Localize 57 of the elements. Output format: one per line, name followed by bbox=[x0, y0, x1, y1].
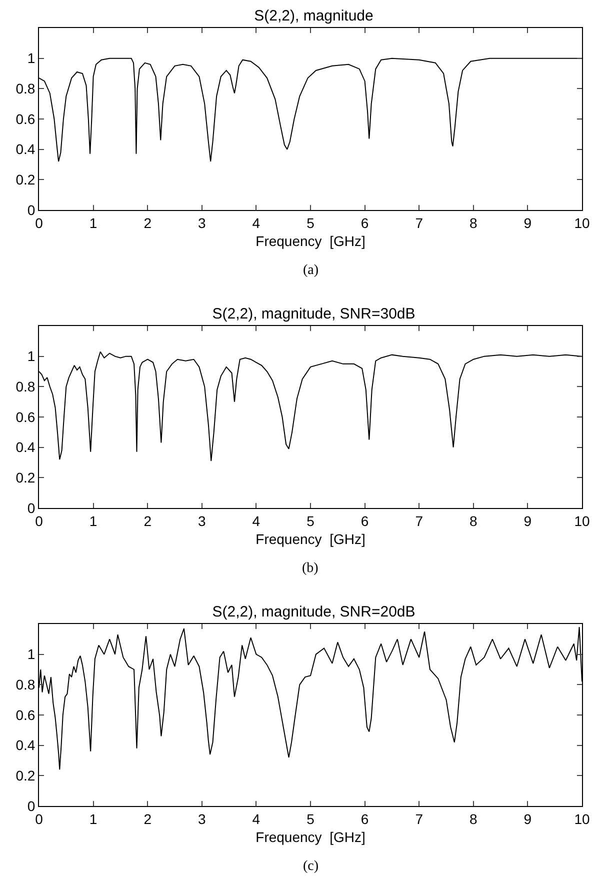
y-tick-label: 0.4 bbox=[16, 737, 36, 754]
x-tick-label: 4 bbox=[252, 214, 260, 231]
x-tick-label: 2 bbox=[144, 810, 152, 827]
y-tick-label: 0.6 bbox=[16, 110, 36, 127]
x-tick-label: 3 bbox=[198, 214, 206, 231]
y-tick-label: 0.6 bbox=[16, 408, 36, 425]
y-tick-label: 1 bbox=[27, 50, 36, 66]
x-tick-label: 9 bbox=[524, 214, 532, 231]
y-tick-label: 0.8 bbox=[16, 80, 36, 97]
x-tick-label: 4 bbox=[252, 810, 260, 827]
x-tick-label: 10 bbox=[574, 214, 590, 231]
x-tick-label: 3 bbox=[198, 810, 206, 827]
x-tick-label: 5 bbox=[306, 512, 315, 529]
x-tick-label: 6 bbox=[360, 810, 369, 827]
text: (a) bbox=[303, 263, 319, 278]
x-axis-title: Frequency [GHz] bbox=[256, 531, 366, 548]
chart-title: S(2,2), magnitude, SNR=20dB bbox=[212, 604, 416, 620]
y-tick-label: 0.2 bbox=[16, 470, 36, 486]
chart-title: S(2,2), magnitude, SNR=30dB bbox=[212, 306, 416, 322]
x-tick-label: 9 bbox=[524, 512, 532, 529]
x-tick-label: 2 bbox=[144, 214, 152, 231]
x-tick-label: 9 bbox=[524, 810, 532, 827]
x-tick-label: 1 bbox=[89, 810, 98, 827]
y-tick-label: 1 bbox=[27, 646, 36, 662]
x-tick-label: 6 bbox=[360, 214, 369, 231]
text: (b) bbox=[302, 561, 319, 576]
y-tick-label: 0.4 bbox=[16, 439, 36, 456]
y-tick-label: 0 bbox=[27, 798, 36, 814]
y-tick-label: 0.8 bbox=[16, 676, 36, 693]
x-tick-label: 7 bbox=[415, 214, 424, 231]
x-axis-title: Frequency [GHz] bbox=[256, 233, 366, 250]
x-tick-label: 6 bbox=[360, 512, 369, 529]
x-tick-label: 7 bbox=[415, 810, 424, 827]
x-tick-label: 1 bbox=[89, 214, 98, 231]
x-tick-label: 5 bbox=[306, 214, 315, 231]
x-tick-label: 2 bbox=[144, 512, 152, 529]
x-tick-label: 8 bbox=[470, 512, 478, 529]
y-tick-label: 0 bbox=[27, 202, 36, 218]
y-tick-label: 0.2 bbox=[16, 768, 36, 784]
x-tick-label: 1 bbox=[89, 512, 98, 529]
y-tick-label: 1 bbox=[27, 348, 36, 364]
y-tick-label: 0 bbox=[27, 500, 36, 516]
x-tick-label: 3 bbox=[198, 512, 206, 529]
chart-title: S(2,2), magnitude bbox=[254, 8, 374, 24]
x-tick-label: 7 bbox=[415, 512, 424, 529]
x-tick-label: 8 bbox=[470, 810, 478, 827]
x-tick-label: 10 bbox=[574, 810, 590, 827]
y-tick-label: 0.6 bbox=[16, 706, 36, 723]
text: (c) bbox=[303, 859, 319, 874]
y-tick-label: 0.2 bbox=[16, 172, 36, 188]
x-axis-title: Frequency [GHz] bbox=[256, 829, 366, 846]
x-tick-label: 10 bbox=[574, 512, 590, 529]
y-tick-label: 0.8 bbox=[16, 378, 36, 395]
x-tick-label: 5 bbox=[306, 810, 315, 827]
x-tick-label: 4 bbox=[252, 512, 260, 529]
x-tick-label: 8 bbox=[470, 214, 478, 231]
y-tick-label: 0.4 bbox=[16, 141, 36, 158]
